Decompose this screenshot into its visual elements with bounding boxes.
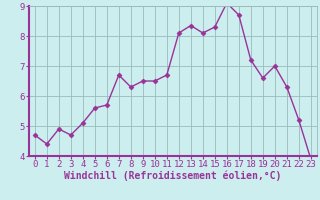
X-axis label: Windchill (Refroidissement éolien,°C): Windchill (Refroidissement éolien,°C) [64,171,282,181]
